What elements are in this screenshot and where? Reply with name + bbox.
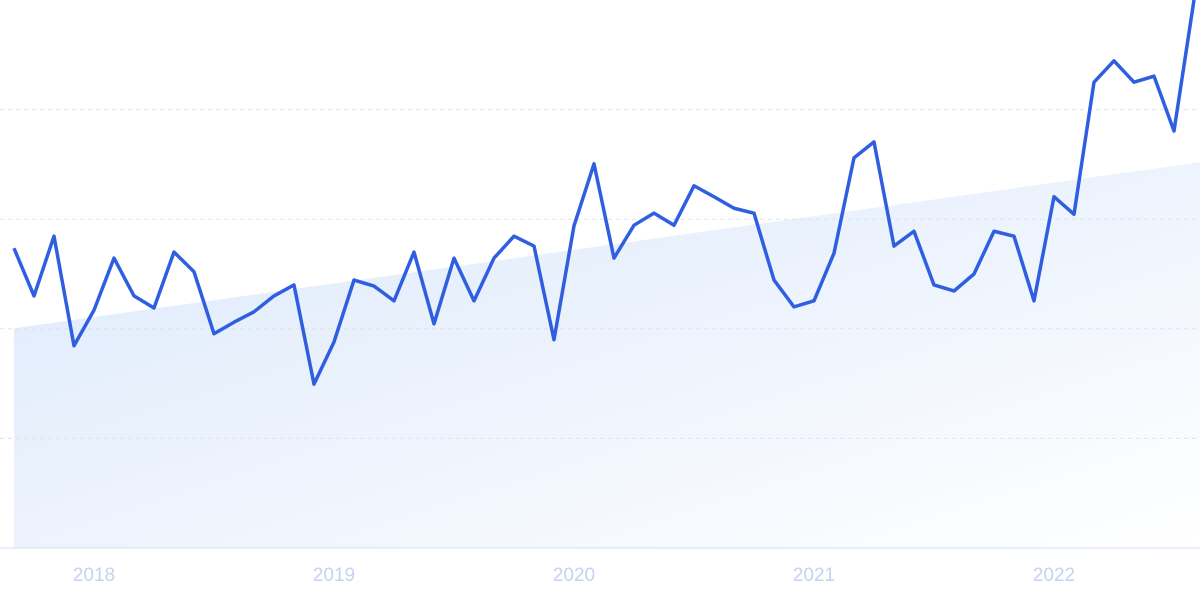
line: [12, 0, 1196, 386]
x-tick-label: 2021: [793, 565, 835, 586]
x-tick-label: 2018: [73, 565, 115, 586]
x-tick-label: 2019: [313, 565, 355, 586]
x-tick-label: 2022: [1033, 565, 1075, 586]
trend-area: [14, 162, 1200, 548]
x-tick-label: 2020: [553, 565, 595, 586]
